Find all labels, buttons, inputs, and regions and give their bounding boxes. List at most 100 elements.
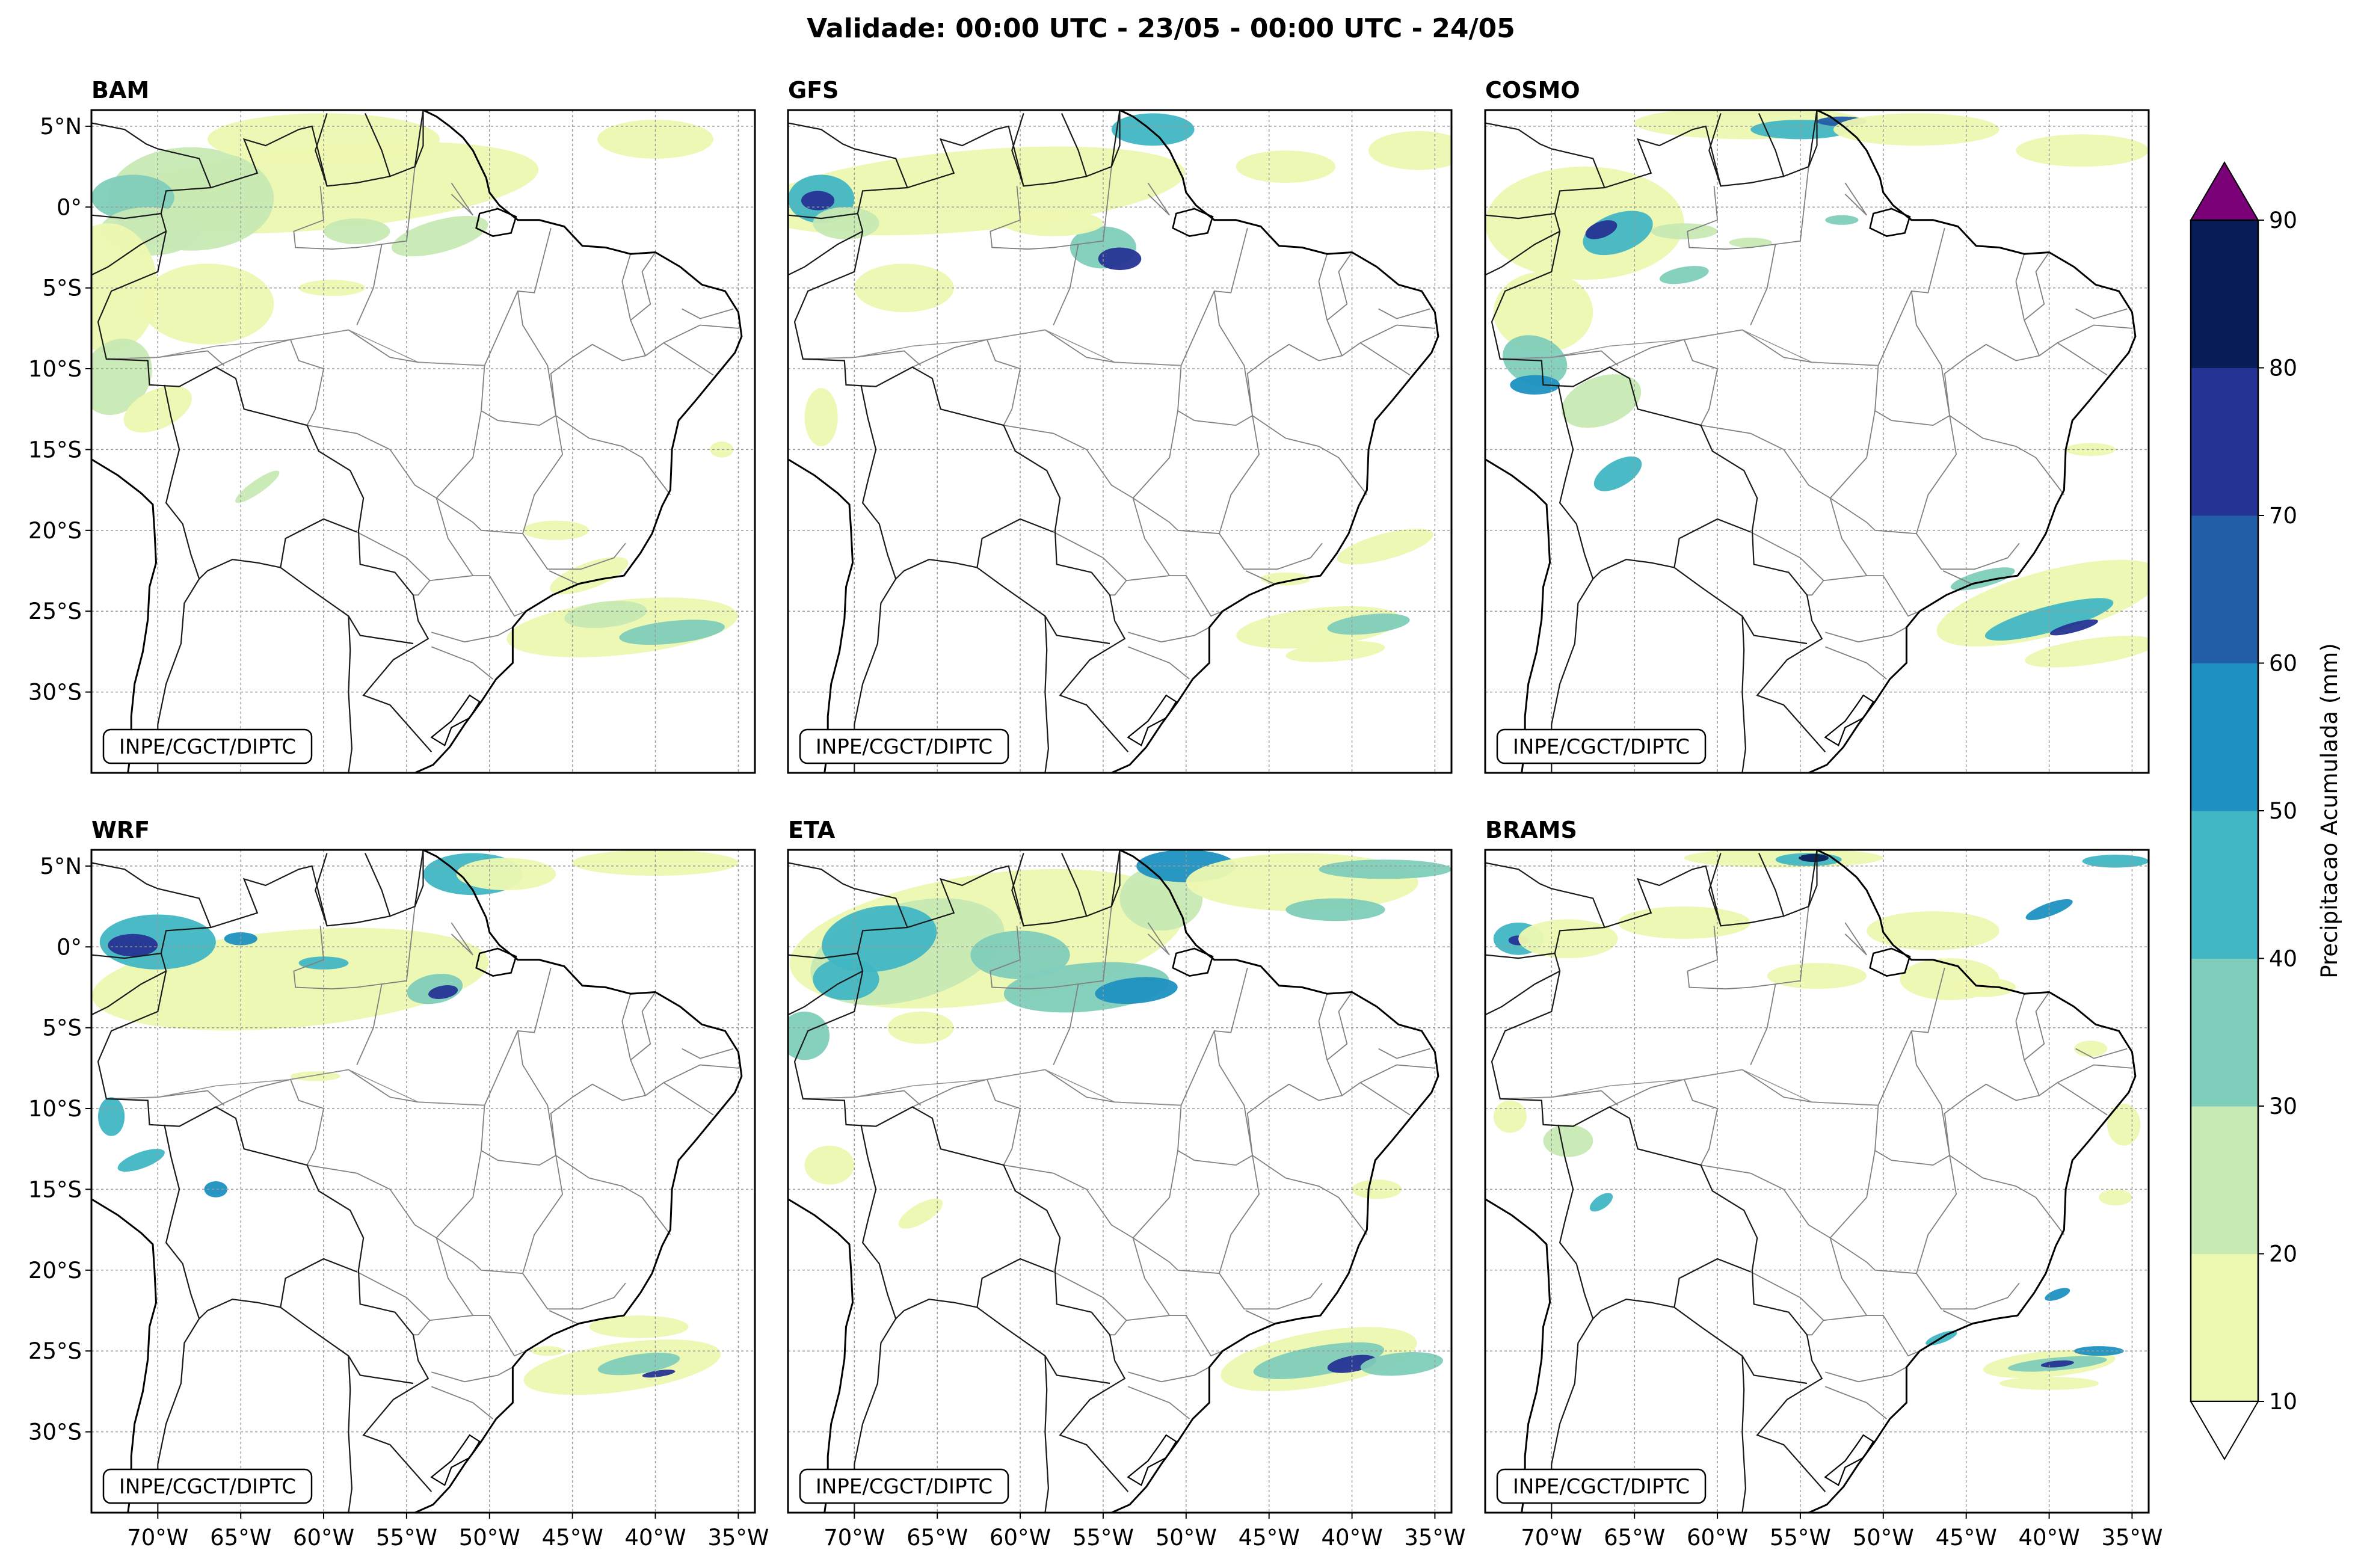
precipitation-area: [1485, 167, 1684, 280]
precipitation-field: [788, 113, 1451, 662]
lon-tick-label: 50°W: [1853, 1525, 1914, 1551]
precipitation-area: [1360, 1352, 1443, 1376]
precipitation-area: [804, 388, 838, 447]
precipitation-area: [1111, 113, 1195, 146]
precipitation-area: [1867, 911, 1999, 950]
panel-frame: [1484, 109, 2150, 774]
coastlines-and-borders: [91, 850, 743, 1513]
map-panel-cosmo: COSMO INPE/CGCT/DIPTC: [1484, 77, 2150, 774]
precipitation-area: [1767, 963, 1867, 989]
precipitation-area: [788, 1011, 830, 1060]
lon-tick-label: 65°W: [210, 1525, 271, 1551]
lon-tick-label: 45°W: [542, 1525, 603, 1551]
precipitation-area: [1236, 150, 1335, 183]
precipitation-area: [2073, 1346, 2124, 1356]
precipitation-area: [1950, 567, 2015, 591]
precipitation-area: [619, 620, 725, 645]
precipitation-area: [1833, 113, 1999, 146]
lat-tick-label: 0°: [57, 934, 82, 960]
panel-title: GFS: [788, 77, 839, 103]
colorbar-segment: [2191, 958, 2258, 1107]
precipitation-area: [1493, 271, 1593, 353]
precipitation-area: [1999, 1377, 2099, 1390]
lon-tick-label: 65°W: [1604, 1525, 1665, 1551]
precipitation-area: [2107, 1104, 2141, 1146]
precipitation-area: [589, 1315, 689, 1338]
lat-tick-label: 10°S: [28, 1096, 82, 1122]
lat-tick-label: 20°S: [28, 518, 82, 544]
coastlines-and-borders: [1485, 110, 2137, 773]
precipitation-area: [1098, 247, 1142, 271]
coastlines-and-borders: [1485, 850, 2137, 1513]
precipitation-area: [1285, 898, 1385, 921]
precipitation-area: [1561, 374, 1642, 428]
precipitation-area: [2073, 1041, 2108, 1057]
lon-tick-label: 35°W: [707, 1525, 769, 1551]
precipitation-area: [117, 1149, 165, 1172]
precipitation-area: [141, 263, 274, 345]
colorbar-segment: [2191, 515, 2258, 663]
panel-frame: [787, 849, 1453, 1514]
precipitation-area: [804, 1145, 855, 1185]
lat-tick-label: 30°S: [28, 680, 82, 706]
colorbar-tick-label: 70: [2269, 503, 2297, 529]
lon-tick-label: 35°W: [1404, 1525, 1465, 1551]
colorbar-segment: [2191, 1106, 2258, 1254]
watermark-box: [102, 1468, 313, 1504]
panel-frame: [1484, 849, 2150, 1514]
precipitation-area: [2045, 1288, 2070, 1301]
precipitation-area: [1493, 1100, 1527, 1133]
precipitation-area: [2099, 1189, 2132, 1206]
precipitation-field: [92, 850, 739, 1395]
lat-tick-label: 10°S: [28, 356, 82, 382]
precipitation-area: [108, 933, 158, 957]
precipitation-field: [1485, 110, 2149, 668]
precipitation-area: [642, 1370, 676, 1378]
watermark-text: INPE/CGCT/DIPTC: [1513, 735, 1690, 759]
lat-tick-label: 25°S: [28, 598, 82, 624]
precipitation-area: [1518, 919, 1618, 959]
colorbar-tick-label: 40: [2269, 946, 2297, 972]
precipitation-area: [1253, 1342, 1385, 1379]
watermark-box: [799, 728, 1009, 764]
watermark-box: [799, 1468, 1009, 1504]
precipitation-area: [1589, 1193, 1613, 1212]
lon-tick-label: 70°W: [823, 1525, 885, 1551]
precipitation-area: [1543, 1124, 1593, 1157]
precipitation-area: [2025, 636, 2149, 668]
precipitation-area: [1327, 613, 1410, 635]
lon-tick-label: 55°W: [1073, 1525, 1134, 1551]
panel-frame: [787, 109, 1453, 774]
colorbar-over-arrow: [2190, 161, 2259, 221]
map-panels: BAM 5°N 0° 5°S 10°S 15°S 20°S 25°S 30°S INPE/CGCT…: [28, 77, 2163, 1551]
precipitation-area: [898, 1198, 943, 1229]
lat-tick-label: 30°S: [28, 1419, 82, 1445]
colorbar-segment: [2191, 663, 2258, 811]
precipitation-area: [1260, 572, 1311, 586]
panel-frame: [90, 109, 756, 774]
lon-tick-label: 35°W: [2101, 1525, 2163, 1551]
colorbar-tick-label: 20: [2269, 1241, 2297, 1267]
colorbar-segment: [2191, 367, 2258, 516]
lat-tick-label: 5°N: [40, 114, 82, 140]
precipitation-area: [1337, 528, 1433, 565]
lon-tick-label: 70°W: [1521, 1525, 1582, 1551]
watermark-text: INPE/CGCT/DIPTC: [816, 735, 993, 759]
panel-frame: [90, 849, 756, 1514]
precipitation-area: [597, 1353, 680, 1376]
panel-title: WRF: [91, 817, 150, 843]
precipitation-area: [1651, 223, 1717, 239]
colorbar: 10 20 30 40 50 60 70 80 90 Precipitacao Acumulada…: [2190, 161, 2342, 1460]
watermark-box: [1496, 728, 1707, 764]
precipitation-area: [564, 601, 647, 629]
lon-tick-label: 55°W: [376, 1525, 437, 1551]
colorbar-tick-label: 10: [2269, 1389, 2297, 1415]
watermark-box: [102, 728, 313, 764]
precipitation-area: [428, 985, 458, 999]
map-panel-wrf: WRF 5°N 0° 5°S 10°S 15°S 20°S 25°S 30°S 70°W 65°W 6…: [28, 817, 769, 1551]
lat-tick-label: 15°S: [28, 1176, 82, 1202]
watermark-text: INPE/CGCT/DIPTC: [119, 735, 296, 759]
watermark-text: INPE/CGCT/DIPTC: [816, 1475, 993, 1499]
precipitation-area: [710, 441, 734, 458]
